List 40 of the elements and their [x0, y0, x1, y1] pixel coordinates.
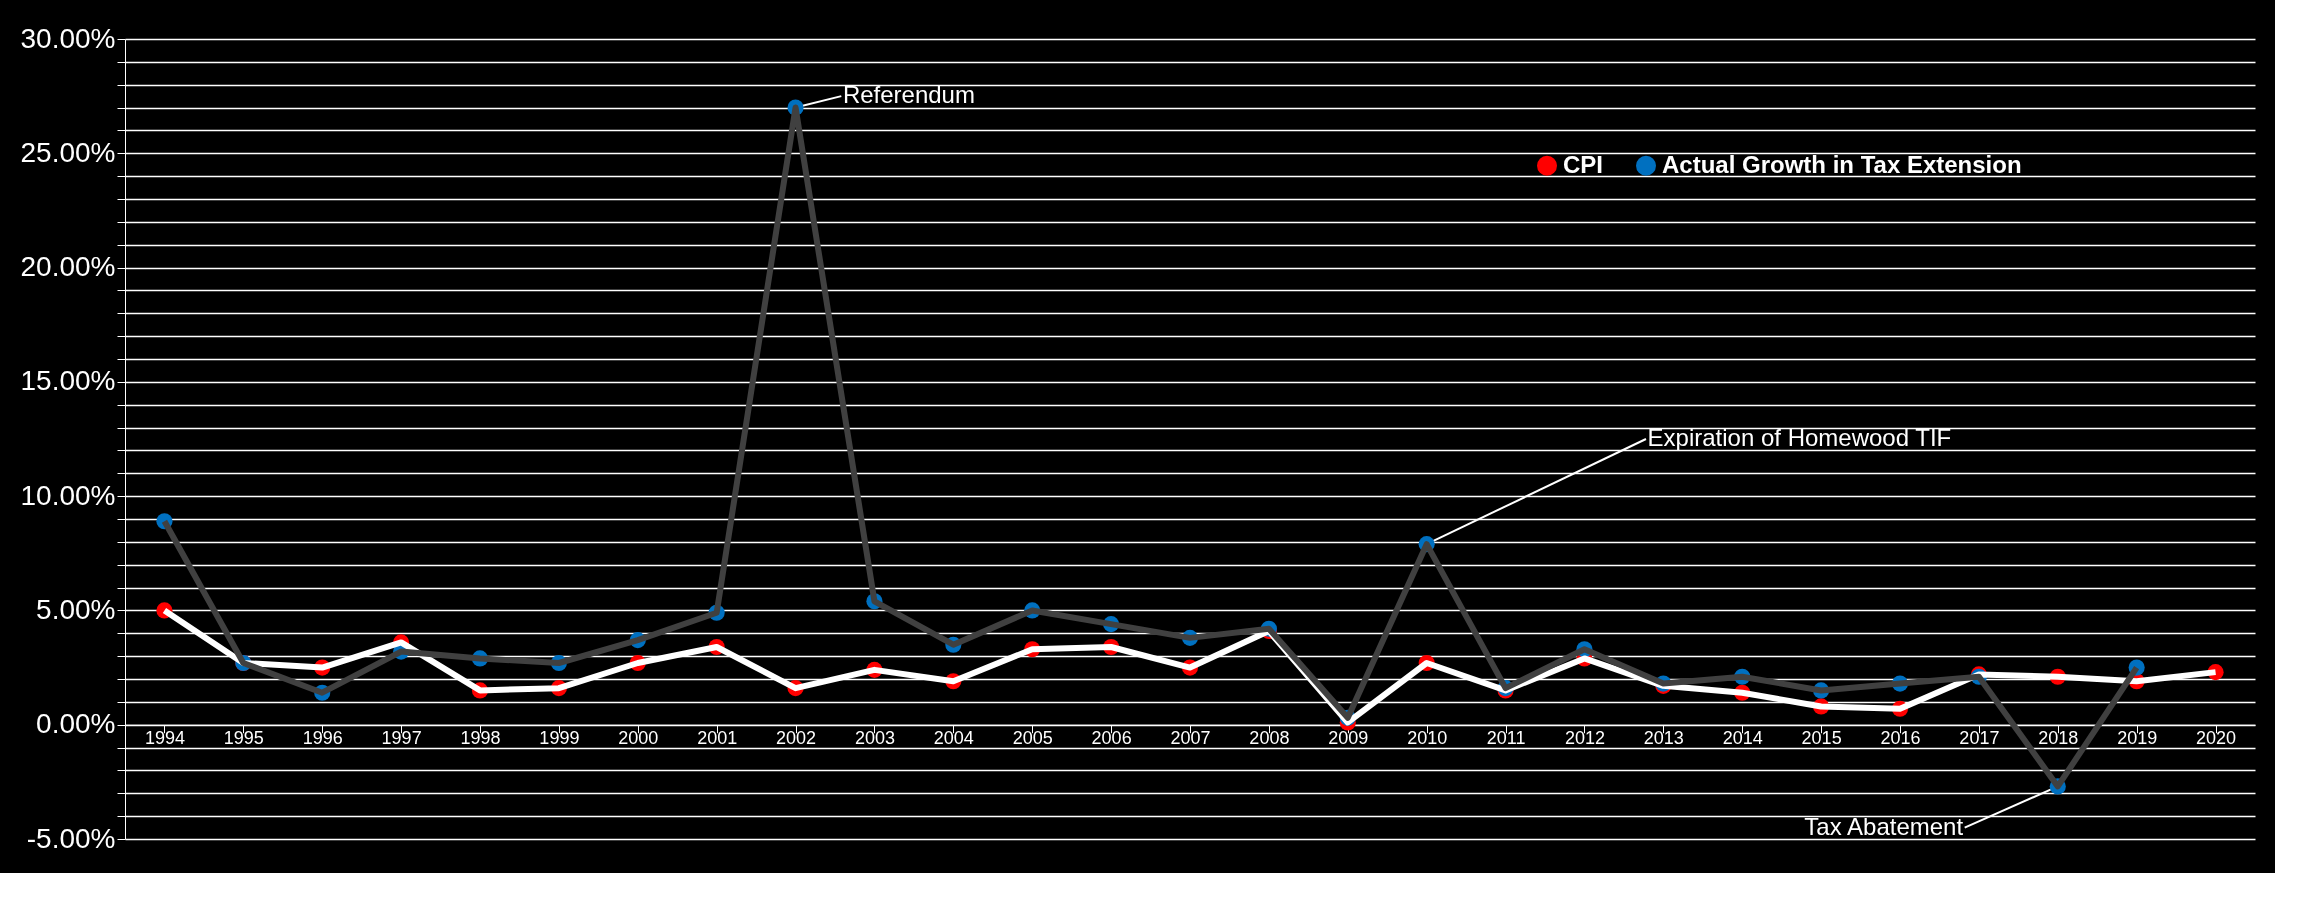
x-tick-label: 1997 [381, 728, 422, 749]
annotation: Tax Abatement [1804, 812, 1964, 840]
x-tick-label: 2015 [1801, 728, 1842, 749]
x-tick-label: 2010 [1407, 728, 1448, 749]
x-tick-label: 2013 [1643, 728, 1684, 749]
annotation: Expiration of Homewood TIF [1647, 424, 1952, 451]
x-tick-label: 2012 [1564, 728, 1605, 749]
x-tick-label: 2014 [1722, 728, 1763, 749]
x-tick-label: 1996 [302, 728, 343, 749]
x-tick-label: 2005 [1012, 728, 1053, 749]
legend-label: Actual Growth in Tax Extension [1662, 150, 2022, 178]
x-tick-label: 2018 [2038, 728, 2079, 749]
y-tick-label: 0.00% [36, 708, 116, 740]
x-tick-label: 2017 [1959, 728, 2000, 749]
x-tick-label: 2004 [933, 728, 974, 749]
x-tick-label: 2007 [1170, 728, 1211, 749]
x-tick-label: 2001 [697, 728, 738, 749]
x-tick-label: 2019 [2117, 728, 2158, 749]
x-tick-label: 2002 [776, 728, 817, 749]
x-tick-label: 1994 [144, 728, 185, 749]
y-tick-label: 10.00% [20, 479, 116, 511]
y-tick-label: 30.00% [20, 22, 116, 54]
annotation: Referendum [842, 81, 975, 109]
x-tick-label: 2020 [2196, 728, 2237, 749]
y-tick-label: 20.00% [20, 251, 116, 283]
x-tick-label: 1998 [460, 728, 501, 749]
x-tick-label: 1995 [223, 728, 264, 749]
legend-label: CPI [1563, 150, 1604, 178]
x-tick-label: 2016 [1880, 728, 1921, 749]
x-tick-label: 1999 [539, 728, 580, 749]
x-tick-label: 2003 [854, 728, 895, 749]
x-tick-label: 2006 [1091, 728, 1132, 749]
x-tick-label: 2011 [1486, 728, 1526, 749]
x-tick-label: 2000 [618, 728, 659, 749]
x-tick-label: 2008 [1249, 728, 1290, 749]
x-tick-label: 2009 [1328, 728, 1369, 749]
y-tick-label: 25.00% [20, 136, 116, 168]
y-tick-label: 5.00% [36, 593, 116, 625]
y-tick-label: 15.00% [20, 365, 116, 397]
y-tick-label: -5.00% [26, 822, 116, 854]
